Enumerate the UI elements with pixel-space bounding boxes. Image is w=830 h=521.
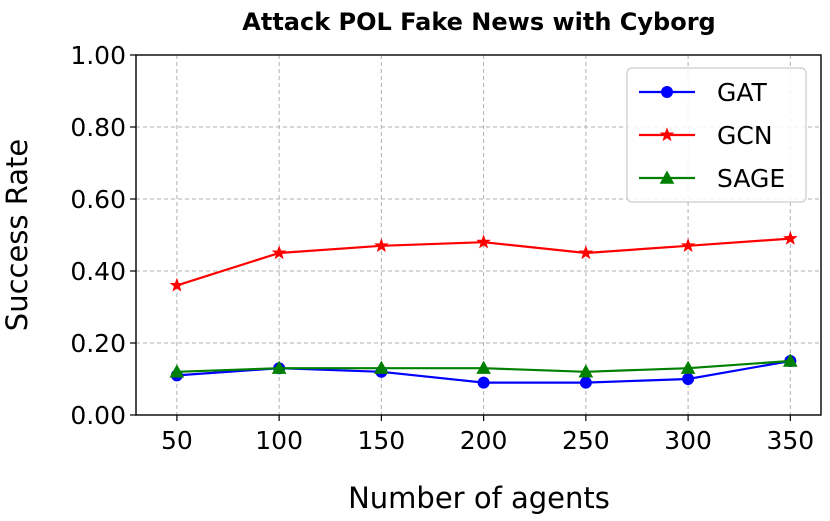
series-sage (169, 353, 798, 378)
plot-area-frame (135, 54, 822, 416)
x-tick-label: 200 (460, 426, 508, 455)
legend-item-gcn: GCN (639, 121, 773, 150)
data-point-gat (477, 376, 490, 389)
data-point-gcn (169, 277, 185, 292)
y-tick-label: 1.00 (70, 41, 126, 70)
x-tick-label: 250 (562, 426, 610, 455)
legend-label: GCN (717, 121, 773, 150)
data-point-gat (682, 373, 695, 385)
data-point-sage (169, 364, 185, 378)
series-gcn (169, 230, 798, 292)
data-point-gcn (374, 238, 389, 252)
x-tick-label: 100 (255, 426, 303, 455)
x-tick-label: 50 (161, 426, 193, 455)
data-point-gcn (578, 245, 594, 260)
data-point-gat (579, 376, 592, 389)
legend: GAT GCN SAGE (626, 67, 807, 203)
legend-label: GAT (717, 78, 768, 107)
data-point-gcn (271, 245, 287, 260)
series-layer (169, 230, 798, 389)
x-tick-label: 350 (766, 426, 814, 455)
axis-ticks: 50 100 150 200 250 300 350 0.00 0.20 0.40 0.60 0.80… (70, 41, 814, 455)
data-point-gcn (783, 230, 798, 245)
legend-marker-sage (659, 170, 675, 184)
data-point-sage (680, 360, 696, 374)
data-point-sage (578, 364, 594, 378)
x-tick-label: 150 (358, 426, 406, 455)
data-point-gcn (476, 234, 491, 249)
x-axis-label: Number of agents (348, 481, 610, 515)
data-point-sage (374, 360, 389, 374)
legend-marker-gat (661, 86, 673, 98)
y-tick-label: 0.80 (70, 113, 126, 142)
y-tick-label: 0.20 (70, 329, 126, 358)
data-point-gcn (680, 238, 696, 252)
y-tick-label: 0.40 (70, 257, 126, 286)
legend-item-gat: GAT (639, 78, 768, 107)
y-tick-label: 0.00 (70, 401, 126, 430)
y-axis-label: Success Rate (0, 139, 34, 331)
data-point-sage (782, 353, 798, 367)
chart-title: Attack POL Fake News with Cyborg (242, 8, 715, 36)
legend-marker-gcn (659, 127, 675, 142)
legend-label: SAGE (717, 164, 785, 193)
y-tick-label: 0.60 (70, 185, 126, 214)
legend-box (626, 67, 807, 203)
legend-item-sage: SAGE (639, 164, 785, 193)
x-tick-label: 300 (664, 426, 712, 455)
data-point-sage (476, 360, 491, 374)
data-point-sage (271, 360, 287, 374)
